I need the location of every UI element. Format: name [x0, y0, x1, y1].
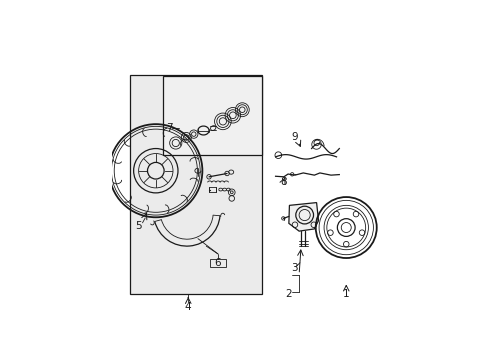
Text: 3: 3 — [290, 263, 297, 273]
Text: 5: 5 — [135, 221, 142, 231]
Bar — [208, 187, 216, 192]
Polygon shape — [288, 203, 318, 231]
Text: 6: 6 — [214, 258, 221, 268]
Text: 8: 8 — [280, 177, 286, 187]
Text: 2: 2 — [285, 289, 292, 299]
Text: 9: 9 — [291, 132, 298, 143]
Bar — [163, 76, 261, 156]
Text: 7: 7 — [166, 123, 173, 133]
Text: 4: 4 — [184, 302, 191, 312]
Text: 1: 1 — [342, 289, 349, 299]
Bar — [130, 75, 261, 294]
Bar — [210, 260, 225, 267]
